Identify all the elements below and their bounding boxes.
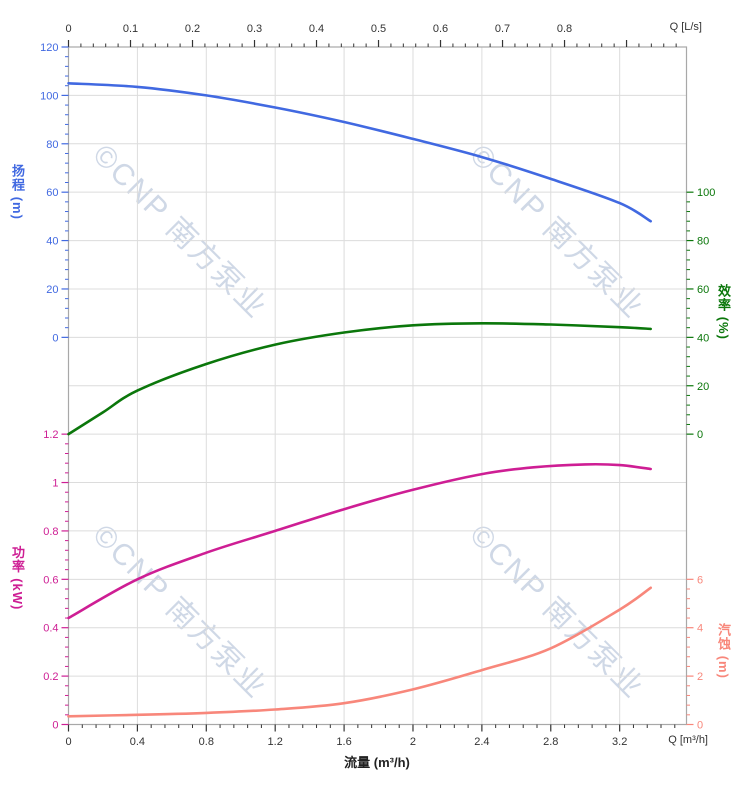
efficiency-axis: 100 80 60 40 20 0 [686,187,715,441]
head-tick-label: 20 [46,284,58,296]
npsh-tick-label: 0 [697,720,703,732]
efficiency-tick-label: 0 [697,429,703,441]
power-tick-label: 0.6 [43,574,58,586]
power-tick-label: 0.4 [43,623,58,635]
npsh-axis-title: 汽蚀 (m) [716,623,731,679]
npsh-curve [67,586,652,718]
power-axis-title: 功率 (kW) [10,545,25,611]
top-axis-tick-label: 0.6 [433,23,448,35]
grid [68,47,687,725]
efficiency-axis-title: 效率 (%) [716,284,731,340]
power-curve [67,462,652,620]
bottom-axis-tick-label: 1.6 [336,736,351,748]
bottom-axis-tick-label: 1.2 [268,736,283,748]
efficiency-tick-label: 100 [697,187,715,199]
head-tick-label: 0 [52,332,58,344]
efficiency-tick-label: 40 [697,332,709,344]
efficiency-tick-label: 80 [697,236,709,248]
head-axis-title: 扬程 (m) [10,164,25,220]
head-tick-label: 80 [46,139,58,151]
bottom-axis-tick-label: 0.8 [199,736,214,748]
top-axis-tick-label: 0.2 [185,23,200,35]
head-tick-label: 60 [46,187,58,199]
power-tick-label: 0.2 [43,671,58,683]
bottom-axis-tick-label: 0.4 [130,736,145,748]
top-axis-unit-label: Q [L/s] [669,21,702,33]
npsh-tick-label: 4 [697,623,703,635]
power-tick-label: 1.2 [43,429,58,441]
head-tick-label: 120 [40,42,58,54]
top-axis-tick-label: 0.7 [495,23,510,35]
bottom-axis-tick-label: 0 [65,736,71,748]
npsh-axis: 6 4 2 0 [686,574,703,732]
top-axis-tick-label: 0.3 [247,23,262,35]
top-axis-tick-label: 0.1 [123,23,138,35]
power-tick-label: 0.8 [43,526,58,538]
bottom-axis-tick-label: 2 [410,736,416,748]
power-tick-label: 1 [52,478,58,490]
head-axis: 120 100 80 60 40 20 0 [40,42,69,344]
top-axis-tick-label: 0 [65,23,71,35]
bottom-axis: 0 0.4 0.8 1.2 1.6 2 2.4 2.8 3.2 [65,724,676,748]
top-axis: 0 0.1 0.2 0.3 0.4 0.5 0.6 0.7 0.8 [65,23,677,47]
power-tick-label: 0 [52,720,58,732]
npsh-tick-label: 2 [697,671,703,683]
head-curve [67,82,652,223]
bottom-axis-tick-label: 3.2 [612,736,627,748]
top-axis-tick-label: 0.8 [557,23,572,35]
bottom-axis-title: 流量 (m³/h) [344,755,410,770]
efficiency-tick-label: 20 [697,381,709,393]
top-axis-tick-label: 0.4 [309,23,324,35]
efficiency-curve [67,321,652,436]
bottom-axis-tick-label: 2.4 [474,736,489,748]
power-axis: 1.2 1 0.8 0.6 0.4 0.2 0 [43,429,69,732]
bottom-axis-tick-label: 2.8 [543,736,558,748]
head-tick-label: 40 [46,236,58,248]
efficiency-tick-label: 60 [697,284,709,296]
top-axis-tick-label: 0.5 [371,23,386,35]
npsh-tick-label: 6 [697,574,703,586]
head-tick-label: 100 [40,90,58,102]
bottom-axis-unit-label: Q [m³/h] [668,734,708,746]
